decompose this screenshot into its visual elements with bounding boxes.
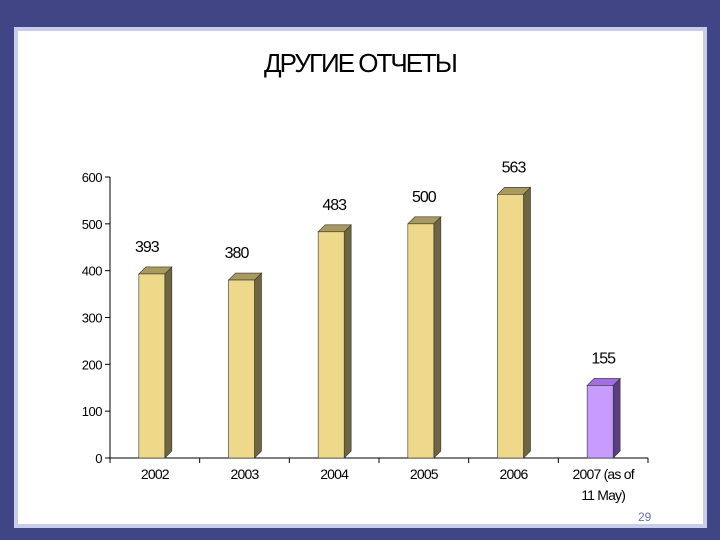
data-label: 500 xyxy=(412,189,437,206)
y-tick-label: 600 xyxy=(82,170,102,185)
x-tick-label: 2002 xyxy=(141,466,170,482)
y-tick-label: 0 xyxy=(95,451,102,466)
bar-side xyxy=(254,272,262,459)
bar-side xyxy=(523,186,531,459)
bar xyxy=(228,279,255,459)
data-label: 155 xyxy=(591,350,616,367)
slide-title: ДРУГИЕ ОТЧЕТЫ xyxy=(264,48,458,78)
bar xyxy=(586,385,614,459)
x-tick-label: 2007 (as of 11 May) xyxy=(573,466,635,503)
bar xyxy=(407,223,435,459)
bar-side xyxy=(343,224,352,459)
y-tick-label: 400 xyxy=(82,264,102,279)
x-tick-label: 2005 xyxy=(410,466,439,482)
y-tick-label: 200 xyxy=(82,357,102,372)
bar xyxy=(497,194,524,459)
data-label: 393 xyxy=(135,239,160,256)
y-tick-label: 500 xyxy=(82,217,102,232)
bar xyxy=(317,231,345,459)
x-tick-label: 2006 xyxy=(500,466,529,482)
x-tick-label: 2004 xyxy=(320,466,349,482)
data-label: 483 xyxy=(322,197,347,214)
y-tick-label: 100 xyxy=(82,404,102,419)
bar-side xyxy=(433,216,442,459)
data-label: 563 xyxy=(502,159,527,176)
page-number: 29 xyxy=(638,510,652,524)
data-label: 380 xyxy=(225,245,250,262)
bar xyxy=(138,273,166,459)
bar-side xyxy=(612,377,621,459)
y-tick-label: 300 xyxy=(82,311,102,326)
x-tick-label: 2003 xyxy=(231,466,260,482)
bar-side xyxy=(164,266,173,459)
